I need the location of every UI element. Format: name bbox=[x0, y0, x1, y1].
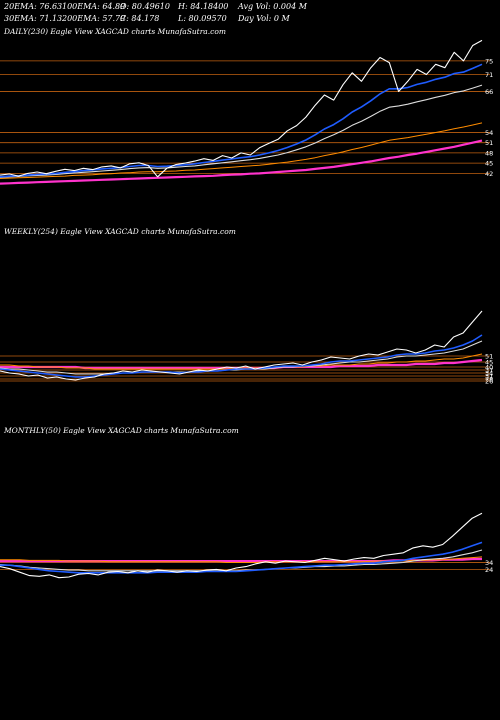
weekly-level-label: 45 bbox=[485, 359, 493, 367]
ema200-readout: 200EMA: 57.79 bbox=[62, 14, 126, 23]
monthly-chart-title: MONTHLY(50) Eagle View XAGCAD charts Mun… bbox=[4, 426, 239, 435]
daily-level-label: 48 bbox=[485, 149, 493, 157]
weekly-level-label: 34 bbox=[485, 370, 493, 378]
weekly-level-label: 37 bbox=[485, 367, 493, 375]
monthly-level-label: 34 bbox=[485, 559, 493, 567]
weekly-level-label: 31 bbox=[485, 373, 493, 381]
weekly-chart-title: WEEKLY(254) Eagle View XAGCAD charts Mun… bbox=[4, 227, 236, 236]
daily-level-label: 54 bbox=[485, 129, 493, 137]
monthly-price-line bbox=[0, 512, 483, 579]
high-readout: H: 84.18400 bbox=[178, 2, 229, 11]
daily-level-label: 42 bbox=[485, 170, 493, 178]
close-readout: C: 84.178 bbox=[120, 14, 160, 23]
daily-ema30-line bbox=[0, 84, 483, 179]
monthly-ema20-line bbox=[0, 541, 483, 574]
open-readout: O: 80.49610 bbox=[120, 2, 170, 11]
weekly-ema100-line bbox=[0, 353, 483, 370]
daily-ema20-line bbox=[0, 63, 483, 178]
daily-level-label: 75 bbox=[485, 57, 493, 65]
daily-level-label: 66 bbox=[485, 88, 493, 96]
weekly-price-line bbox=[0, 310, 483, 381]
weekly-level-label: 28 bbox=[485, 376, 493, 384]
weekly-level-label: 40 bbox=[485, 364, 493, 372]
daily-level-label: 71 bbox=[485, 71, 493, 79]
weekly-ema20-line bbox=[0, 334, 483, 378]
avg-vol-readout: Avg Vol: 0.004 M bbox=[238, 2, 307, 11]
daily-level-label: 51 bbox=[485, 139, 493, 147]
weekly-level-label: 51 bbox=[485, 353, 493, 361]
daily-ema100-line bbox=[0, 122, 483, 179]
daily-chart-title: DAILY(230) Eagle View XAGCAD charts Muna… bbox=[4, 27, 226, 36]
day-vol-readout: Day Vol: 0 M bbox=[238, 14, 290, 23]
monthly-level-label: 24 bbox=[485, 566, 493, 574]
daily-level-label: 45 bbox=[485, 160, 493, 168]
ema20-readout: 20EMA: 76.63 bbox=[4, 2, 63, 11]
ema100-readout: 100EMA: 64.89 bbox=[62, 2, 126, 11]
low-readout: L: 80.09570 bbox=[178, 14, 227, 23]
weekly-level-label: 26 bbox=[485, 378, 493, 386]
daily-chart: 75 71 66 54 51 48 45 42 bbox=[0, 39, 493, 185]
ema30-readout: 30EMA: 71.13 bbox=[4, 14, 63, 23]
daily-price-line bbox=[0, 39, 483, 178]
daily-ema200-line bbox=[0, 139, 483, 185]
